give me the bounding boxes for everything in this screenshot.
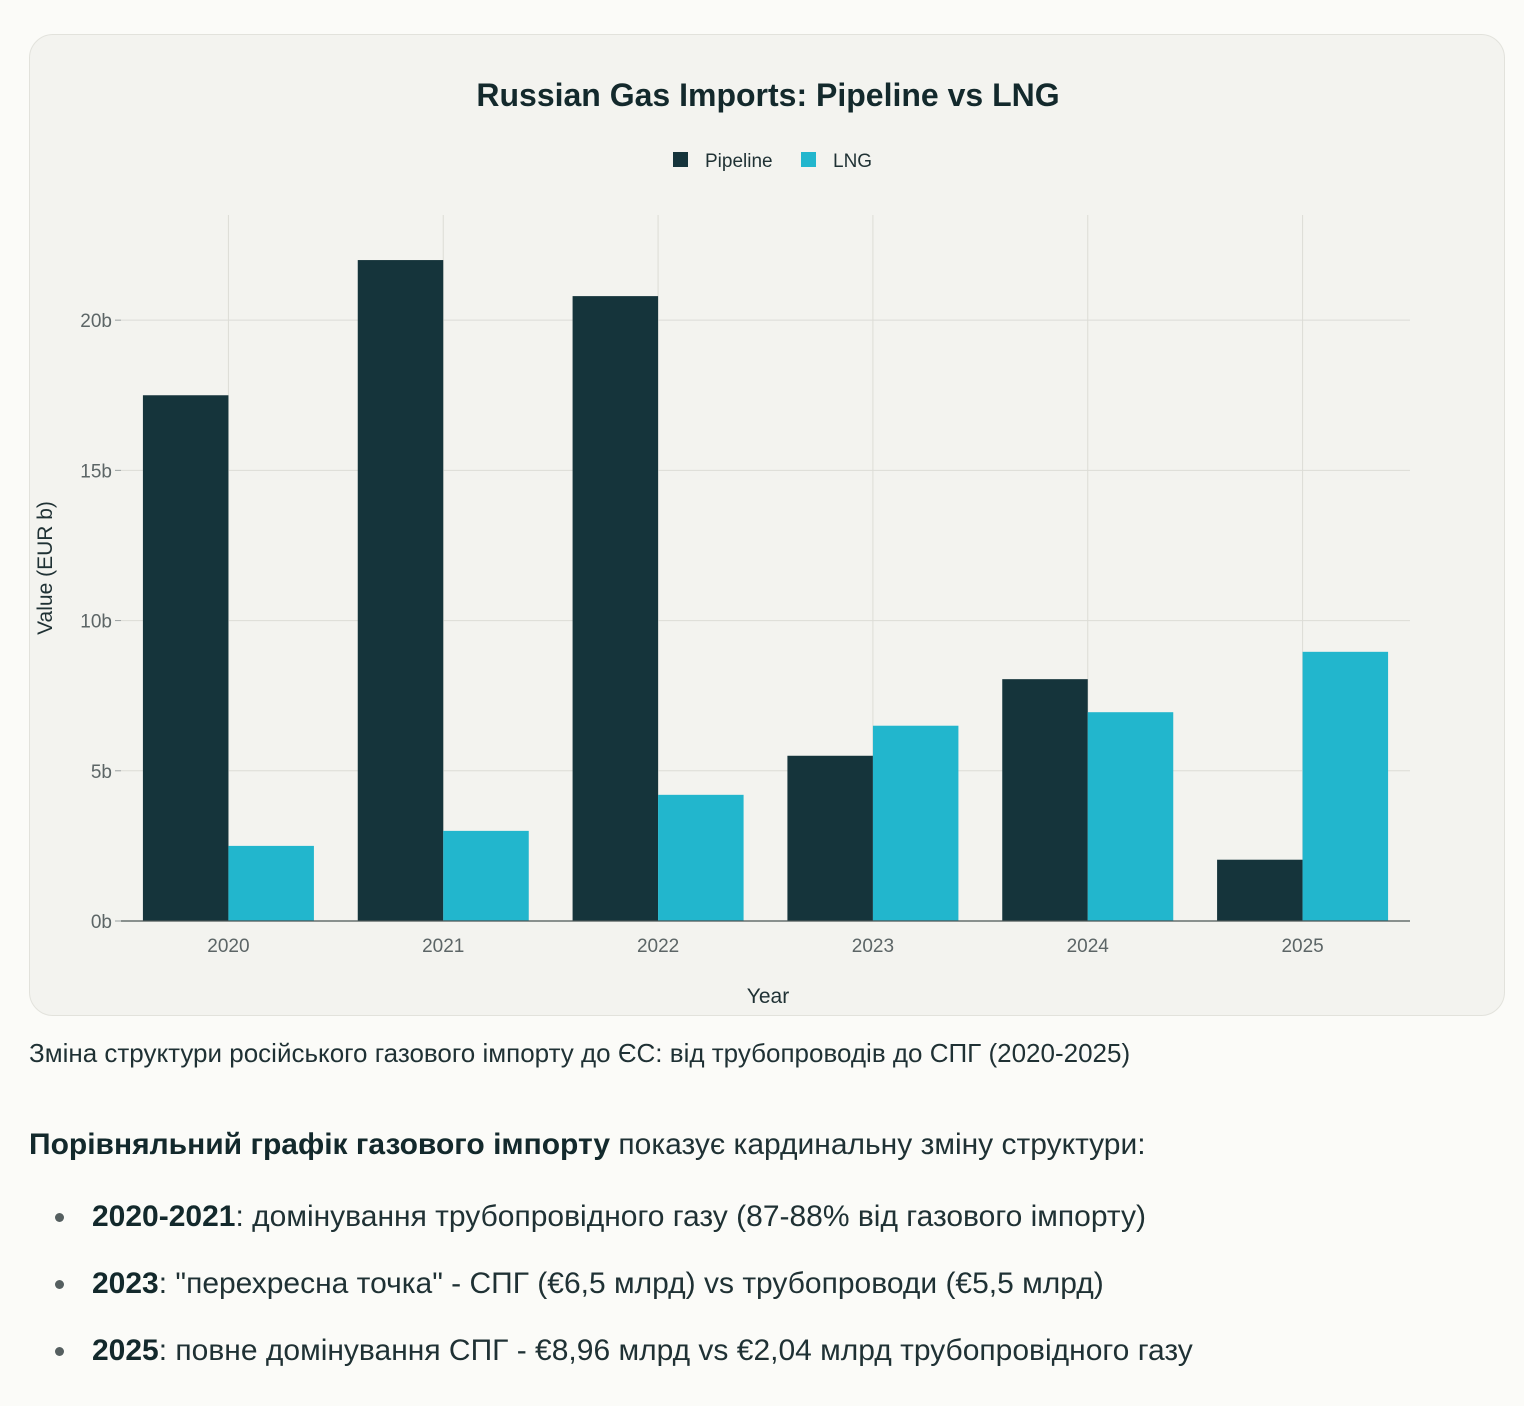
- bar-pipeline-2025: [1217, 859, 1303, 921]
- legend-label-lng: LNG: [833, 151, 872, 172]
- x-axis-label: Year: [747, 985, 789, 1008]
- bar-pipeline-2024: [1002, 679, 1088, 921]
- x-tick-label: 2021: [422, 936, 464, 957]
- intro-bold: Порівняльний графік газового імпорту: [29, 1128, 611, 1161]
- chart-title: Russian Gas Imports: Pipeline vs LNG: [476, 77, 1059, 113]
- x-tick-label: 2024: [1067, 936, 1110, 957]
- legend-swatch-pipeline: [673, 152, 688, 167]
- bullet-text: : "перехресна точка" - СПГ (€6,5 млрд) v…: [158, 1267, 1104, 1300]
- y-tick-label: 20b: [80, 311, 112, 332]
- x-tick-label: 2020: [207, 936, 249, 957]
- bar-chart: Russian Gas Imports: Pipeline vs LNG Pipe…: [34, 77, 1410, 1008]
- bar-pipeline-2020: [142, 395, 229, 921]
- y-tick-label: 10b: [80, 612, 112, 633]
- x-tick-label: 2023: [852, 936, 894, 957]
- bullet-year: 2023: [92, 1267, 159, 1300]
- bar-lng-2025: [1302, 651, 1389, 921]
- bullet-icon: [55, 1347, 64, 1356]
- bar-pipeline-2021: [357, 260, 444, 921]
- bar-lng-2024: [1087, 712, 1174, 921]
- bullet-text: : повне домінування СПГ - €8,96 млрд vs …: [158, 1334, 1193, 1367]
- y-tick-label: 0b: [91, 912, 112, 933]
- bar-lng-2023: [872, 725, 959, 921]
- bar-lng-2021: [443, 830, 529, 921]
- intro-rest: показує кардинальну зміну структури:: [610, 1128, 1146, 1161]
- bar-pipeline-2023: [787, 755, 873, 921]
- x-tick-label: 2022: [637, 936, 679, 957]
- chart-caption: Зміна структури російського газового імп…: [29, 1038, 1131, 1068]
- legend-swatch-lng: [801, 152, 816, 167]
- intro-paragraph: Порівняльний графік газового імпорту пок…: [29, 1128, 1146, 1162]
- bullet-year: 2020-2021: [92, 1200, 236, 1233]
- summary-list: 2020-2021: домінування трубопровідного г…: [29, 1190, 1193, 1391]
- bar-lng-2022: [658, 794, 744, 921]
- y-axis-label: Value (EUR b): [34, 501, 57, 635]
- list-item: 2020-2021: домінування трубопровідного г…: [29, 1190, 1193, 1257]
- list-item: 2023: "перехресна точка" - СПГ (€6,5 млр…: [29, 1257, 1193, 1324]
- bullet-text: : домінування трубопровідного газу (87-8…: [235, 1200, 1146, 1233]
- bullet-year: 2025: [92, 1334, 159, 1367]
- bar-lng-2020: [228, 845, 314, 921]
- y-tick-label: 15b: [80, 461, 112, 482]
- bar-pipeline-2022: [572, 296, 659, 922]
- bullet-icon: [55, 1280, 64, 1289]
- bullet-icon: [55, 1213, 64, 1222]
- list-item: 2025: повне домінування СПГ - €8,96 млрд…: [29, 1324, 1193, 1391]
- y-tick-label: 5b: [91, 762, 112, 783]
- chart-card: Russian Gas Imports: Pipeline vs LNG Pipe…: [29, 34, 1505, 1016]
- x-tick-label: 2025: [1281, 936, 1323, 957]
- legend-label-pipeline: Pipeline: [705, 151, 773, 172]
